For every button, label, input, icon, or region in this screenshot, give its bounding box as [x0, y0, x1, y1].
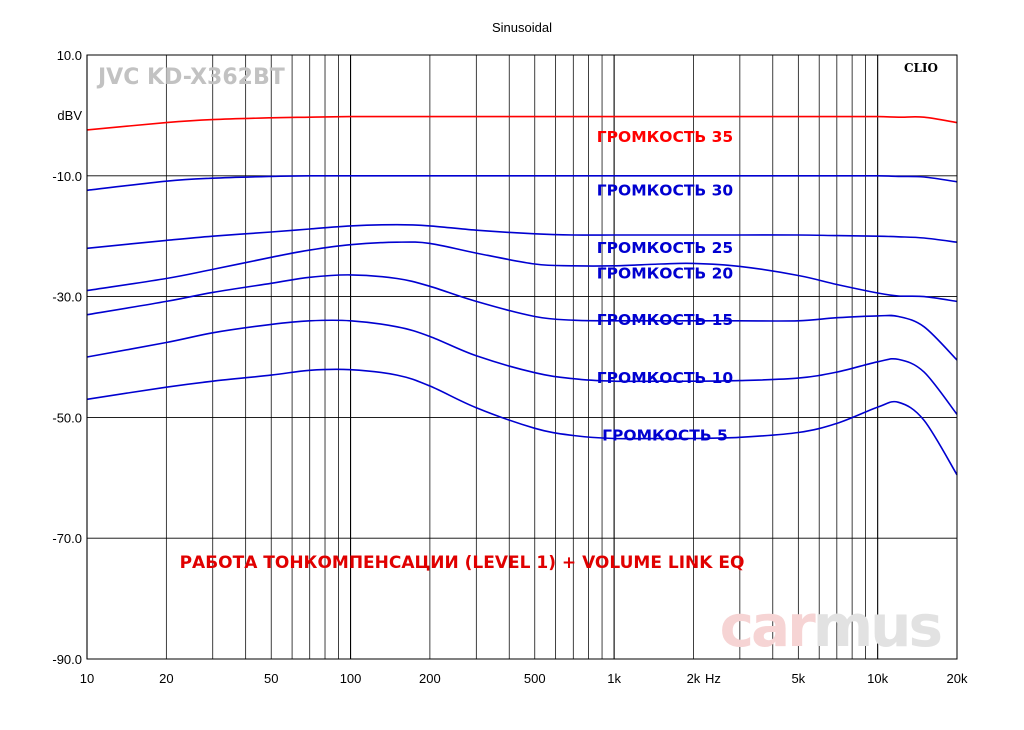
series-label: ГРОМКОСТЬ 25: [597, 239, 733, 257]
y-axis-unit-label: dBV: [57, 108, 82, 123]
series-label: ГРОМКОСТЬ 35: [597, 128, 733, 146]
series-line: [86, 368, 958, 476]
chart-title: Sinusoidal: [492, 20, 552, 35]
x-tick-label: 20k: [947, 671, 968, 686]
x-tick-label: 5k: [791, 671, 805, 686]
x-tick-label: 100: [340, 671, 362, 686]
y-tick-label: -50.0: [52, 410, 82, 425]
series-label: ГРОМКОСТЬ 5: [602, 426, 728, 444]
series-line: [86, 274, 958, 361]
x-axis-ticks: 10 20 50 100 200 500 1k 2k 5k 10k 20k: [80, 671, 968, 686]
x-tick-label: 50: [264, 671, 278, 686]
series-line: [86, 223, 958, 250]
x-tick-label: 2k: [687, 671, 701, 686]
y-tick-label: -70.0: [52, 531, 82, 546]
x-tick-label: 20: [159, 671, 173, 686]
series-line: [86, 319, 958, 415]
series-label: ГРОМКОСТЬ 20: [597, 264, 734, 282]
y-tick-label: -90.0: [52, 652, 82, 667]
series-label: ГРОМКОСТЬ 15: [597, 311, 733, 329]
series-label: ГРОМКОСТЬ 30: [597, 182, 734, 200]
y-tick-label: 10.0: [57, 48, 82, 63]
y-axis-ticks: 10.0 -10.0 -30.0 -50.0 -70.0 -90.0: [52, 48, 82, 667]
series-line: [86, 115, 958, 131]
x-axis-unit-label: Hz: [705, 671, 721, 686]
y-tick-label: -30.0: [52, 290, 82, 305]
series-label: ГРОМКОСТЬ 10: [597, 369, 734, 387]
x-tick-label: 10k: [867, 671, 888, 686]
clio-brand-label: CLIO: [904, 61, 938, 75]
watermark-part-car: car: [720, 592, 817, 660]
x-tick-label: 500: [524, 671, 546, 686]
series-line: [86, 174, 958, 192]
series-lines: [86, 115, 958, 476]
plot-frame: [86, 54, 958, 660]
series-labels: ГРОМКОСТЬ 35 ГРОМКОСТЬ 30 ГРОМКОСТЬ 25 ГРОМ…: [597, 128, 734, 444]
watermark-part-mus: mus: [813, 592, 941, 660]
x-tick-label: 1k: [607, 671, 621, 686]
series-line: [86, 241, 958, 303]
x-tick-label: 10: [80, 671, 94, 686]
device-label: JVC KD-X362BT: [96, 65, 285, 90]
carmus-watermark: carmus: [720, 592, 941, 660]
caption-label: РАБОТА ТОНКОМПЕНСАЦИИ (LEVEL 1) + VOLUME…: [180, 553, 745, 573]
y-tick-label: -10.0: [52, 169, 82, 184]
x-tick-label: 200: [419, 671, 441, 686]
